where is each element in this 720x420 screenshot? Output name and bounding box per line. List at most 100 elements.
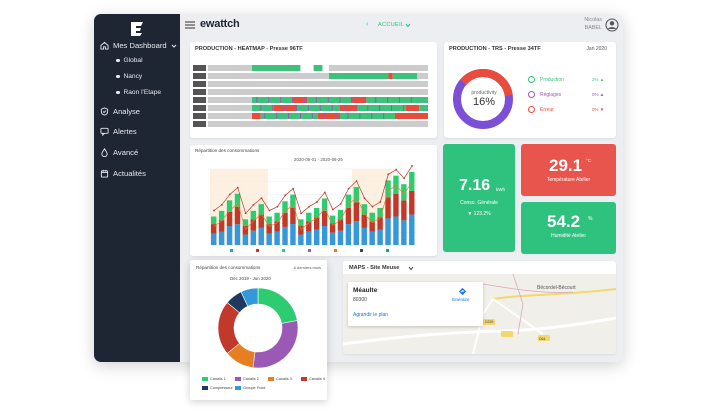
user-first-name: Nicolas	[584, 17, 602, 23]
heatmap-segment	[406, 113, 408, 119]
heatmap-segment	[264, 113, 266, 119]
heatmap-segment	[303, 97, 305, 103]
sidebar-item-dashboard[interactable]: Mes Dashboard	[100, 41, 177, 50]
sidebar-item-avance[interactable]: Avancé	[100, 148, 138, 157]
bar-segment	[385, 197, 391, 219]
map-card: MAPS - Site Meuse Bécordel-Bécourt D329 …	[343, 261, 616, 354]
kpi-label: Température Atelier	[546, 177, 591, 183]
bar-segment	[337, 219, 344, 231]
line-point	[276, 205, 279, 208]
kpi-value: 54.2	[547, 212, 581, 231]
card-title: Répartition des consommations	[196, 265, 261, 270]
bar-segment	[282, 201, 288, 213]
chevron-down-icon[interactable]	[408, 266, 414, 271]
kpi-humidity-tile: 54.2 % Humidité Atelier	[521, 202, 616, 254]
map-label-road: D329	[485, 320, 494, 324]
heatmap-segment	[276, 113, 278, 119]
sidebar-item-label: Actualités	[113, 169, 146, 178]
heatmap-row-label	[193, 121, 206, 127]
sidebar-item-alertes[interactable]: Alertes	[100, 127, 137, 136]
legend-label: Groupe Froid	[243, 385, 266, 390]
heatmap-segment	[329, 65, 362, 71]
heatmap-segment	[323, 113, 325, 119]
sidebar-item-label: Alertes	[113, 127, 137, 136]
legend-swatch	[386, 249, 389, 252]
chevron-down-icon[interactable]	[405, 23, 411, 28]
directions-icon[interactable]	[458, 287, 467, 296]
heatmap-segment	[319, 105, 321, 111]
heatmap-segment	[252, 97, 292, 103]
heatmap-segment	[340, 113, 395, 119]
heatmap-segment	[391, 105, 393, 111]
bar-segment	[329, 215, 336, 224]
sidebar-item-analyse[interactable]: Analyse	[100, 107, 140, 116]
chevron-left-icon[interactable]: ‹	[366, 21, 369, 28]
sidebar-sub-raon[interactable]: Raon l'Etape	[116, 89, 161, 96]
bar-segment	[401, 200, 407, 221]
sidebar-sub-nancy[interactable]: Nancy	[116, 73, 142, 80]
series-line	[213, 165, 413, 215]
heatmap-segment	[387, 97, 389, 103]
bar-segment	[298, 219, 304, 226]
heatmap-card: PRODUCTION - HEATMAP - Presse 96TF	[190, 42, 437, 138]
bar-segment	[274, 231, 280, 245]
heatmap-segment	[357, 105, 406, 111]
line-point	[284, 194, 287, 197]
heatmap-segment	[268, 97, 270, 103]
line-point	[347, 187, 350, 190]
heatmap-segment	[343, 105, 345, 111]
heatmap-segment	[371, 113, 373, 119]
bar-segment	[321, 226, 328, 245]
legend-label: Canalis 1	[210, 376, 226, 381]
heatmap-segment	[208, 65, 252, 71]
legend-label: Compresseur	[210, 385, 233, 390]
bar-segment	[321, 210, 328, 226]
heatmap-row-label	[193, 65, 206, 71]
heatmap-segment	[284, 105, 286, 111]
heatmap-segment	[362, 65, 428, 71]
legend-pct: 0% ▼	[592, 107, 605, 112]
heatmap-segment	[340, 105, 358, 111]
donut-slice	[257, 287, 298, 324]
heatmap-segment	[383, 113, 385, 119]
heatmap-segment	[417, 73, 428, 79]
legend-label: Réglages	[540, 92, 562, 98]
legend-swatch	[256, 249, 259, 252]
legend-ring-icon	[528, 76, 535, 83]
sidebar-sub-label: Global	[123, 57, 143, 64]
bar-segment	[266, 224, 272, 234]
sidebar-sub-global[interactable]: Global	[116, 57, 143, 64]
sidebar-item-actualites[interactable]: Actualités	[100, 169, 146, 178]
heatmap-row-label	[193, 113, 206, 119]
period-label: Jan 2020	[586, 46, 607, 52]
bar-segment	[385, 218, 391, 245]
bar-segment	[337, 209, 344, 220]
heatmap-segment	[208, 121, 219, 127]
heatmap-row-label	[193, 81, 206, 87]
hamburger-menu-icon[interactable]	[185, 21, 195, 29]
ewattch-logo-icon	[131, 22, 143, 36]
bar-segment	[353, 187, 360, 203]
line-point	[363, 197, 366, 200]
sidebar: Mes Dashboard Global Nancy Raon l'Etape …	[94, 14, 180, 362]
bar-segment	[234, 193, 241, 207]
bar-segment	[242, 226, 249, 235]
line-point	[339, 202, 342, 205]
bar-segment	[282, 212, 288, 227]
line-point	[331, 208, 334, 211]
map-header	[343, 261, 616, 274]
card-title: Répartition des consommations	[195, 148, 260, 153]
legend-swatch	[202, 377, 208, 381]
page-select[interactable]: ACCUEIL	[378, 22, 405, 28]
itinerary-link[interactable]: Itinéraire	[452, 297, 470, 302]
bar-segment	[290, 194, 296, 208]
heatmap-segment	[219, 121, 428, 127]
user-avatar-icon[interactable]	[605, 18, 619, 32]
bar-segment	[282, 226, 288, 245]
enlarge-map-link[interactable]: Agrandir le plan	[353, 312, 389, 318]
calendar-icon	[100, 169, 109, 178]
line-point	[268, 209, 271, 212]
app-window: Mes Dashboard Global Nancy Raon l'Etape …	[94, 14, 623, 362]
bar-segment	[345, 224, 352, 245]
heatmap-segment	[252, 105, 274, 111]
